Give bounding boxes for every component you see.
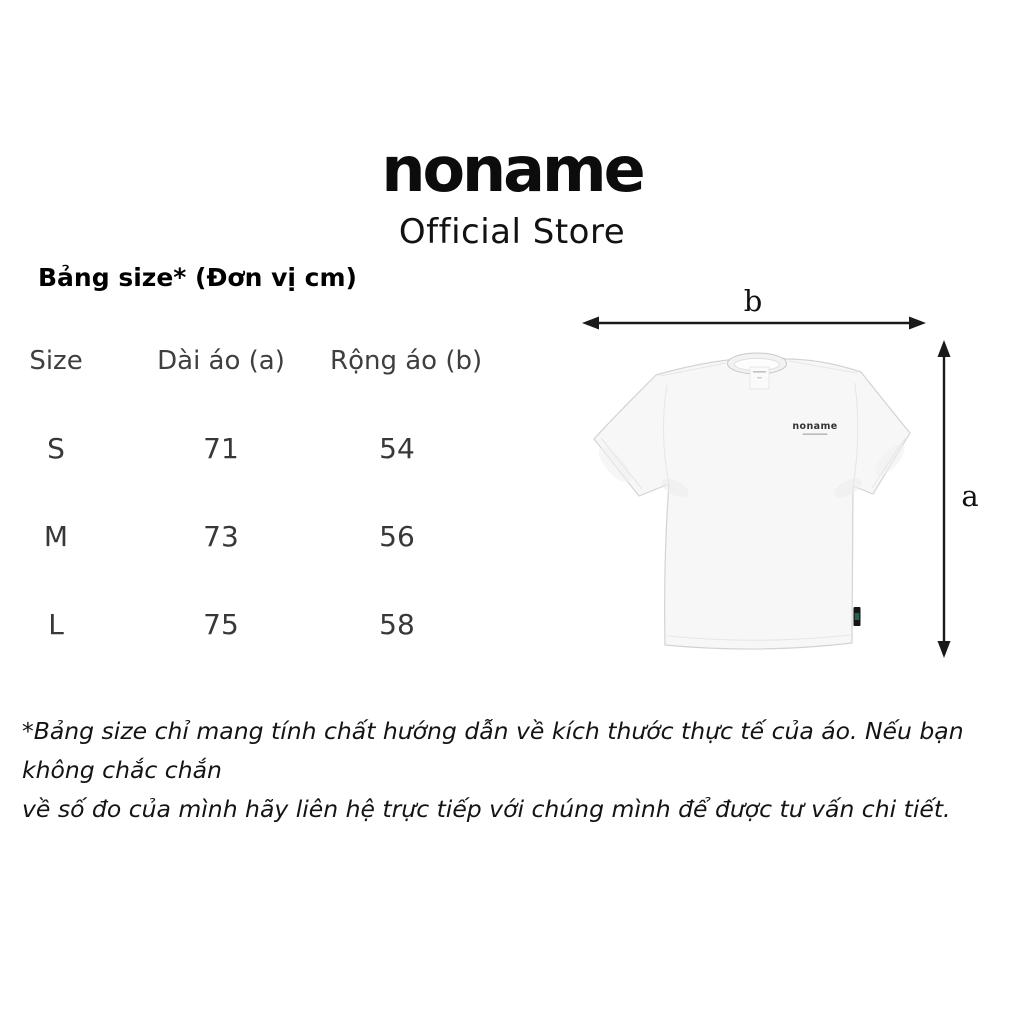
table-row: M 73 56: [0, 520, 464, 553]
footnote-line-2: về số đo của mình hãy liên hệ trực tiếp …: [22, 795, 951, 823]
length-value: 73: [203, 520, 239, 553]
column-header-width: Rộng áo (b): [330, 346, 483, 376]
tshirt-neck-label: [749, 366, 770, 390]
tshirt-chest-logo-subtext: [802, 433, 828, 435]
width-value: 54: [379, 432, 415, 465]
size-value: S: [47, 432, 65, 465]
table-row: L 75 58: [0, 608, 464, 641]
length-value: 71: [203, 432, 239, 465]
width-value: 58: [379, 608, 415, 641]
size-value: M: [43, 520, 69, 553]
tshirt-body: [593, 355, 911, 650]
footnote: *Bảng size chỉ mang tính chất hướng dẫn …: [22, 712, 1017, 829]
length-value: 75: [203, 608, 239, 641]
footnote-line-1: *Bảng size chỉ mang tính chất hướng dẫn …: [22, 717, 964, 784]
tshirt-chest-logo: noname: [792, 421, 837, 432]
width-value: 56: [379, 520, 415, 553]
brand-logo: noname: [381, 133, 645, 206]
store-subtitle: Official Store: [398, 212, 626, 252]
dimension-label-a: a: [961, 479, 978, 513]
width-arrow-icon: [582, 316, 926, 330]
size-value: L: [48, 608, 64, 641]
measurement-diagram: b a: [582, 284, 979, 658]
column-header-length: Dài áo (a): [157, 346, 285, 376]
column-header-size: Size: [29, 346, 83, 376]
dimension-label-b: b: [744, 284, 763, 318]
size-table-header-row: Size Dài áo (a) Rộng áo (b): [0, 346, 483, 376]
height-arrow-icon: [937, 340, 951, 658]
tshirt-hem-tag: [853, 607, 861, 626]
tshirt-graphic: noname: [593, 352, 911, 650]
size-chart-title: Bảng size* (Đơn vị cm): [38, 263, 357, 292]
table-row: S 71 54: [0, 432, 464, 465]
